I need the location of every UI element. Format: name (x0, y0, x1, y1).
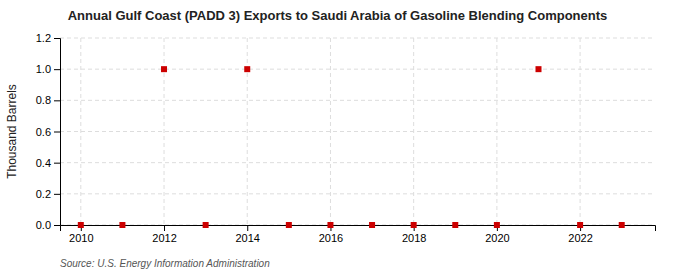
y-axis: 0.0 0.2 0.4 0.6 0.8 1.0 1.2 (36, 32, 61, 231)
x-tick-label: 2012 (152, 232, 176, 244)
x-grid-line (247, 38, 248, 225)
chart: 2010 2012 2014 2016 2018 2020 2022 0.0 0.2 0.4 0.6… (0, 0, 675, 275)
y-tick-label: 1.2 (36, 32, 51, 44)
point (119, 222, 125, 228)
y-tick: 0.0 (36, 219, 60, 231)
y-axis-title: Thousand Barrels (5, 84, 19, 179)
x-tick-label: 2020 (485, 232, 509, 244)
y-tick: 0.8 (36, 94, 60, 106)
point (619, 222, 625, 228)
point (327, 222, 333, 228)
y-tick-label: 0.6 (36, 126, 51, 138)
y-grid-line (60, 38, 655, 39)
point (203, 222, 209, 228)
point (577, 222, 583, 228)
point (494, 222, 500, 228)
y-tick-mark (54, 194, 60, 195)
y-tick: 0.2 (36, 188, 60, 200)
y-grid-line (60, 100, 655, 101)
y-tick-label: 0.8 (36, 94, 51, 106)
source: Source: U.S. Energy Information Administ… (60, 258, 270, 269)
point (535, 66, 541, 72)
x-tick-mark (164, 225, 165, 231)
y-tick-label: 0.2 (36, 188, 51, 200)
x-tick-label: 2022 (568, 232, 592, 244)
y-tick: 1.2 (36, 32, 60, 44)
point (161, 66, 167, 72)
x-axis-line (61, 226, 656, 232)
y-tick-mark (54, 100, 60, 101)
y-tick-mark (54, 163, 60, 164)
y-tick-mark (54, 38, 60, 39)
title: Annual Gulf Coast (PADD 3) Exports to Sa… (68, 8, 608, 23)
y-tick-label: 0.0 (36, 219, 51, 231)
y-grid-line (60, 131, 655, 132)
y-tick-label: 1.0 (36, 63, 51, 75)
x-grid-line (164, 38, 165, 225)
x-axis: 2010 2012 2014 2016 2018 2020 2022 (61, 225, 656, 244)
x-tick-label: 2016 (319, 232, 343, 244)
y-tick: 0.4 (36, 157, 60, 169)
y-grid-line (60, 69, 655, 70)
x-grid-line (330, 38, 331, 225)
x-tick-mark (247, 225, 248, 231)
x-tick: 2014 (235, 225, 259, 244)
x-tick-label: 2014 (235, 232, 259, 244)
y-tick: 1.0 (36, 63, 60, 75)
y-tick-mark (54, 69, 60, 70)
x-tick: 2012 (152, 225, 176, 244)
point (78, 222, 84, 228)
y-tick-mark (54, 225, 60, 226)
point (411, 222, 417, 228)
y-grid-line (60, 162, 655, 163)
point (244, 66, 250, 72)
x-tick-label: 2018 (402, 232, 426, 244)
plot-area (78, 66, 625, 228)
x-tick-label: 2010 (69, 232, 93, 244)
grid (60, 38, 655, 225)
point (452, 222, 458, 228)
y-tick: 0.6 (36, 126, 60, 138)
y-tick-label: 0.4 (36, 157, 51, 169)
point (286, 222, 292, 228)
point (369, 222, 375, 228)
y-axis-line (54, 39, 61, 226)
y-grid-line (60, 193, 655, 194)
y-tick-mark (54, 132, 60, 133)
